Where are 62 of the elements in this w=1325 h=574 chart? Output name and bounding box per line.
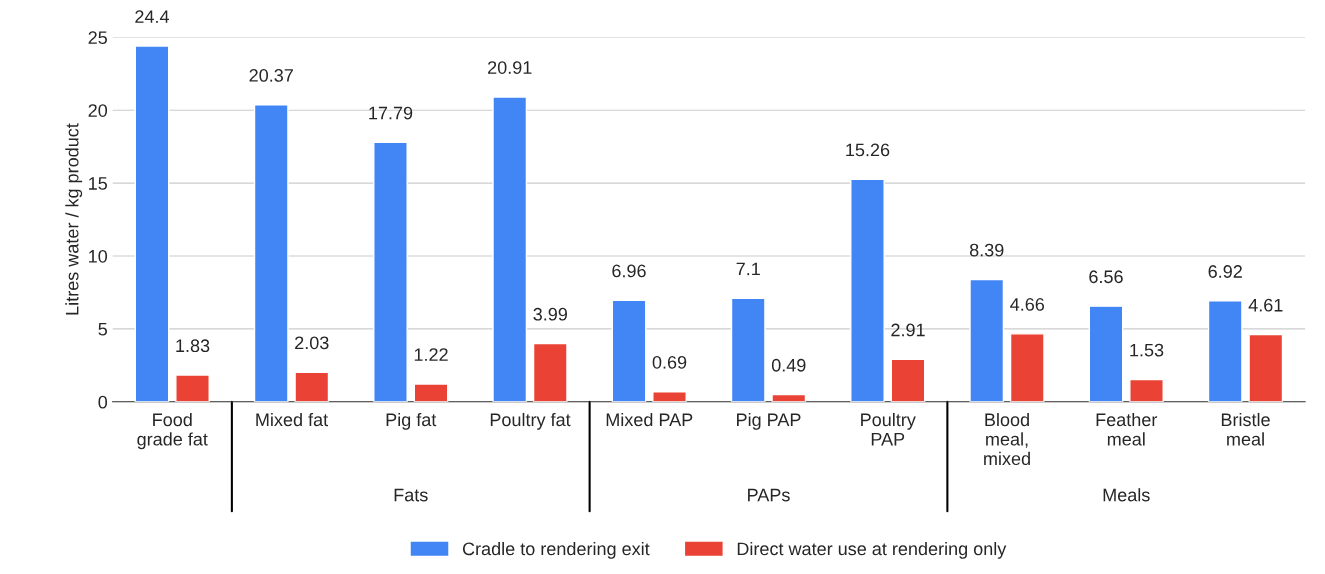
bar bbox=[890, 358, 926, 402]
bar bbox=[730, 297, 766, 402]
data-label: 1.83 bbox=[176, 339, 210, 353]
bar bbox=[771, 393, 807, 402]
bar bbox=[532, 342, 568, 402]
data-label: 7.1 bbox=[736, 262, 760, 276]
data-label: 6.92 bbox=[1208, 265, 1242, 278]
data-label: 0.69 bbox=[652, 355, 687, 369]
x-tick-label: Food grade fat bbox=[137, 412, 208, 450]
legend-label: Cradle to rendering exit bbox=[462, 541, 650, 559]
bar bbox=[1248, 333, 1284, 402]
data-label: 2.03 bbox=[295, 336, 329, 350]
bar bbox=[492, 96, 528, 402]
x-tick-label: Poultry fat bbox=[490, 412, 571, 430]
y-tick-label: 25 bbox=[88, 31, 108, 45]
x-tick-label: Pig fat bbox=[386, 412, 437, 430]
bar bbox=[134, 45, 170, 402]
y-tick-label: 15 bbox=[89, 177, 108, 190]
y-axis-title: Litres water / kg product bbox=[65, 123, 83, 315]
x-tick-label: Pig PAP bbox=[737, 412, 801, 430]
bar bbox=[611, 299, 647, 402]
data-label: 17.79 bbox=[369, 106, 413, 120]
bar bbox=[1088, 305, 1124, 402]
x-tick-label: Blood meal, mixed bbox=[984, 412, 1030, 466]
x-tick-label: Poultry PAP bbox=[861, 412, 916, 446]
x-tick-label: Feather meal bbox=[1096, 412, 1158, 446]
data-label: 20.91 bbox=[488, 61, 532, 74]
text: PAPs bbox=[748, 488, 790, 502]
data-label: 6.56 bbox=[1089, 270, 1123, 284]
legend-label: Direct water use at rendering only bbox=[737, 541, 1007, 559]
text: Fats bbox=[394, 488, 428, 502]
y-tick-label: 5 bbox=[98, 323, 108, 336]
data-label: 8.39 bbox=[969, 243, 1004, 257]
data-label: 2.91 bbox=[891, 323, 925, 337]
bar bbox=[850, 178, 885, 402]
bar bbox=[1009, 333, 1045, 402]
data-label: 4.61 bbox=[1248, 298, 1283, 312]
data-label: 20.37 bbox=[249, 69, 293, 82]
bar bbox=[253, 104, 289, 402]
data-label: 6.96 bbox=[612, 264, 646, 278]
y-tick-label: 10 bbox=[89, 249, 108, 263]
bar bbox=[652, 391, 687, 402]
data-label: 4.66 bbox=[1010, 298, 1045, 311]
data-label: 0.49 bbox=[771, 358, 806, 372]
data-label: 15.26 bbox=[846, 143, 890, 157]
bar bbox=[413, 383, 449, 402]
bar bbox=[969, 278, 1005, 402]
bar bbox=[1207, 300, 1243, 402]
data-label: 1.53 bbox=[1130, 343, 1164, 357]
y-tick-label: 0 bbox=[98, 395, 108, 409]
x-tick-label: Mixed PAP bbox=[606, 412, 693, 427]
y-tick-label: 20 bbox=[88, 104, 108, 117]
bar bbox=[373, 141, 408, 402]
data-label: 24.4 bbox=[135, 10, 170, 23]
data-label: 1.22 bbox=[414, 348, 448, 361]
x-tick-label: Mixed fat bbox=[256, 412, 328, 427]
x-tick-label: Bristle meal bbox=[1221, 412, 1270, 446]
bar bbox=[1129, 378, 1164, 402]
data-label: 3.99 bbox=[533, 307, 567, 321]
bar bbox=[294, 371, 330, 402]
text: Meals bbox=[1103, 488, 1150, 502]
bar bbox=[175, 374, 210, 402]
